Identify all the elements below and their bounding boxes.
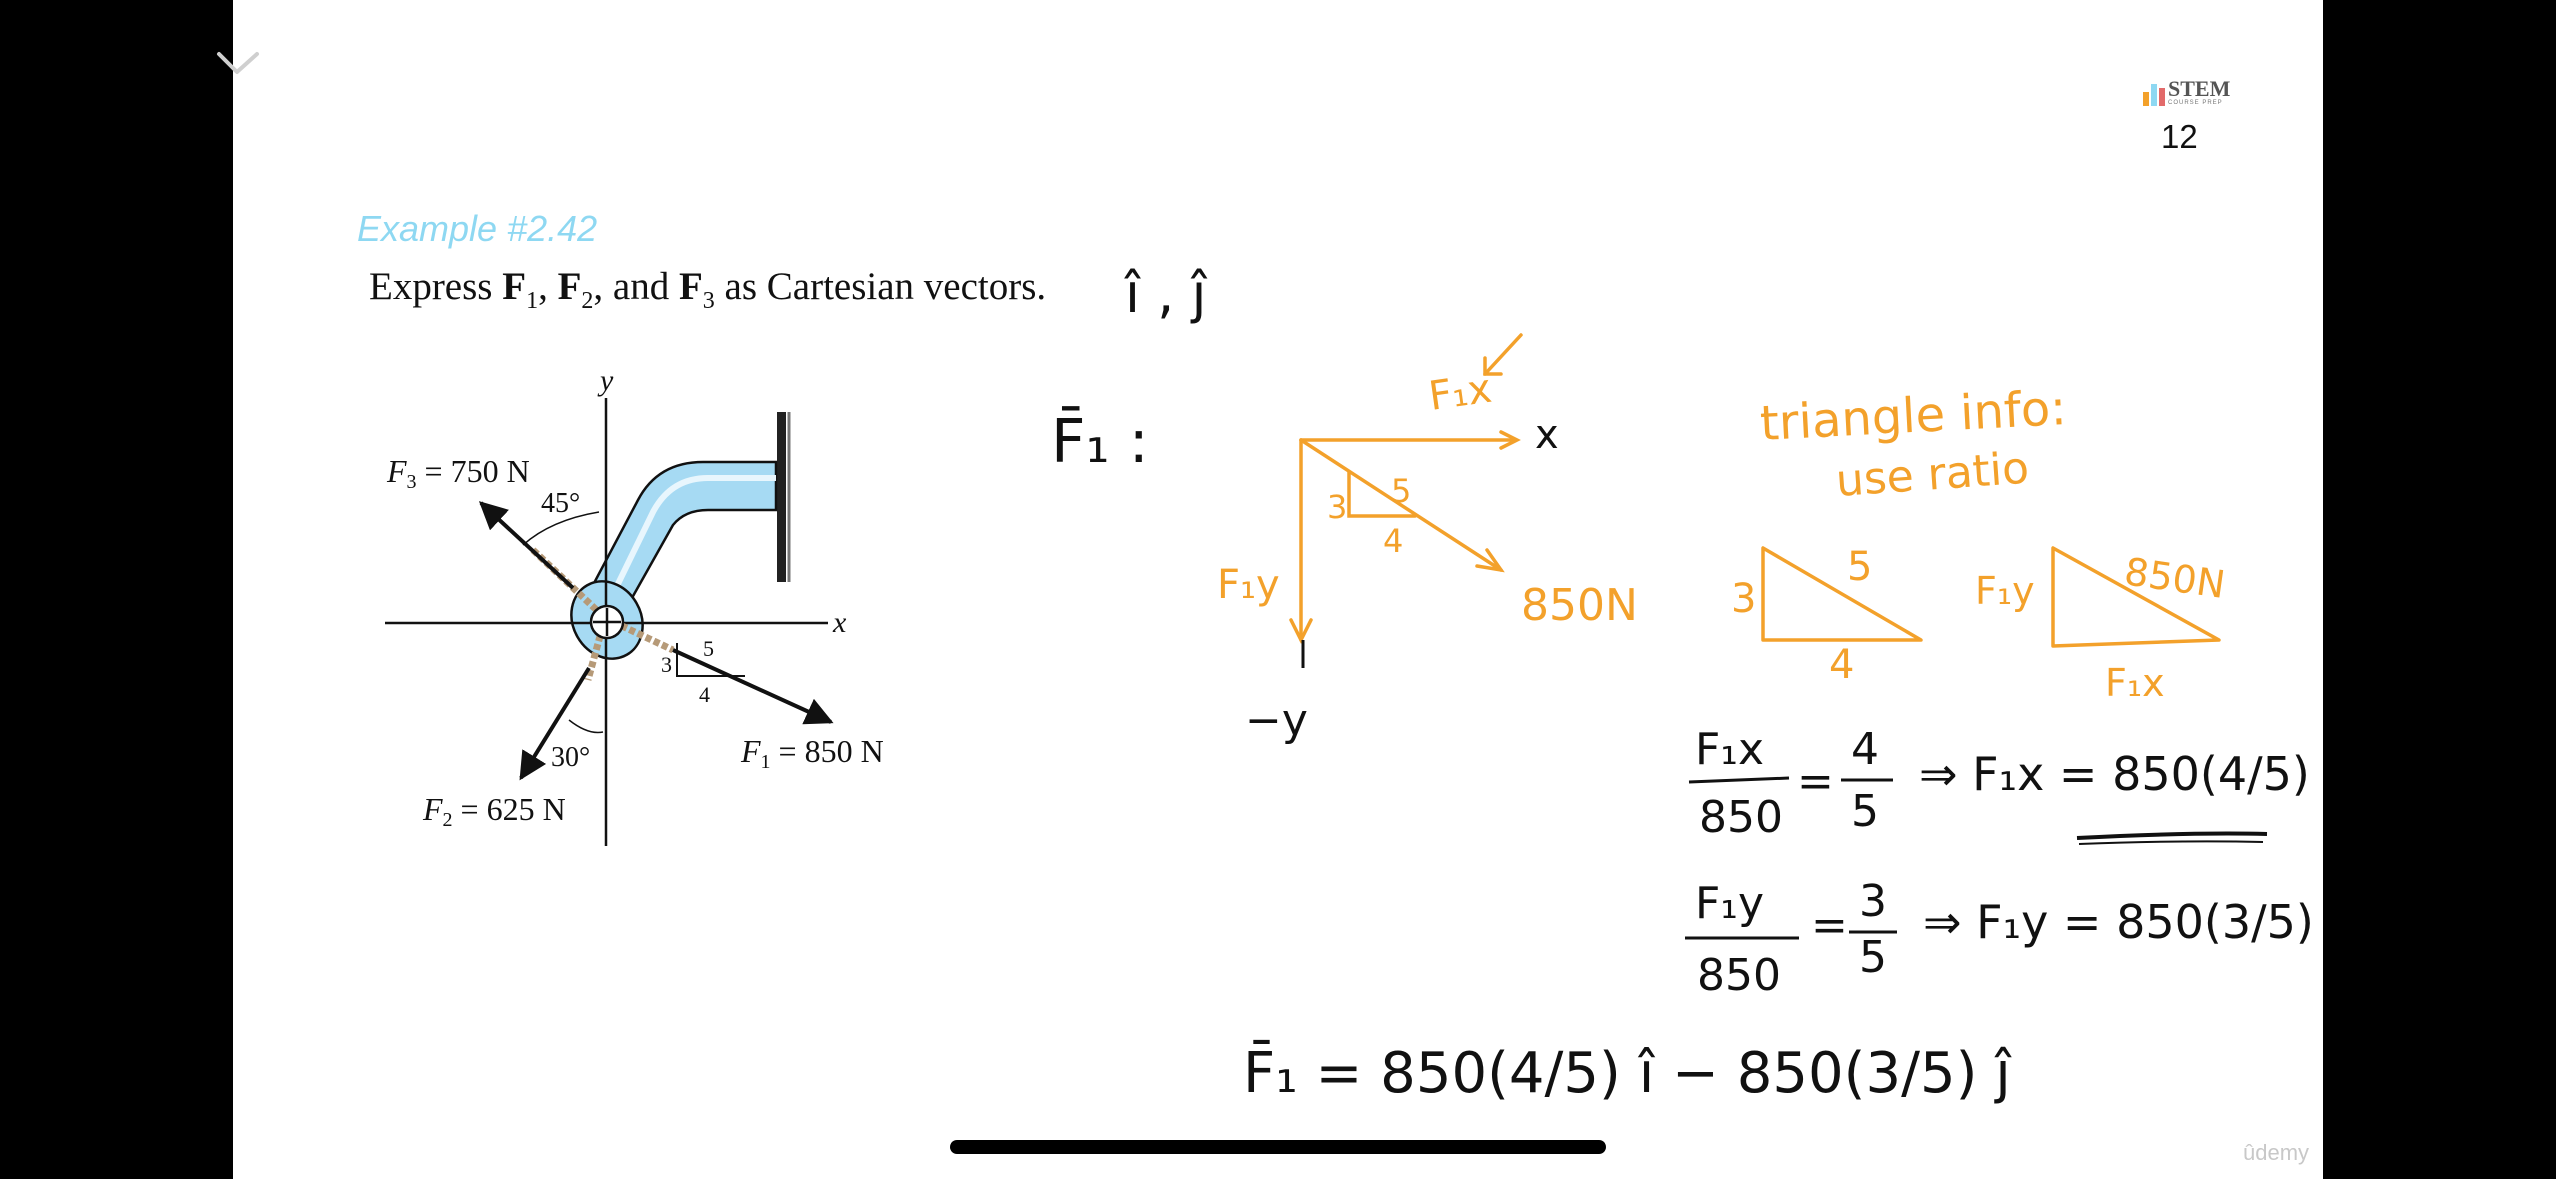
eq1-underline [2076,831,2268,840]
force-triangle [2051,546,2221,648]
angle-45-arc [522,511,600,546]
problem-and: , and [593,265,679,308]
fiy-note: F₁y [1217,562,1280,608]
force-tri-850-note: 850N [2122,549,2228,607]
ratio-triangle [1761,546,1923,642]
eq2-frac-den: 5 [1859,932,1887,983]
eq2-denominator: 850 [1697,950,1781,1001]
angle-30-arc [568,719,604,734]
problem-prefix: Express [369,265,503,308]
final-vector-equation: F̄₁ = 850(4/5) î − 850(3/5) ĵ [1243,1041,2012,1106]
fix-note: F₁x [1426,366,1495,420]
home-indicator[interactable] [950,1140,1606,1154]
component-diagram [1289,333,1523,644]
angle-30-label: 30° [551,742,590,773]
triangle-5-label: 5 [703,636,714,661]
problem-f1: F [502,265,527,308]
force-tri-fiy-note: F₁y [1975,569,2035,613]
f2-label: F2 = 625 N [422,791,566,831]
eq1-frac-den: 5 [1851,786,1879,837]
eq2-result: ⇒ F₁y = 850(3/5) [1923,895,2314,949]
logo-bars-icon [2143,84,2165,106]
angle-45-label: 45° [541,488,580,519]
stem-logo: STEM COURSE PREP [2143,78,2230,106]
wall-plate [777,412,786,582]
triangle-4-label: 4 [699,682,710,707]
problem-f1-sub: 1 [526,287,539,314]
f1-heading-note: F̄₁ : [1051,405,1149,477]
y-axis-label: y [597,364,614,397]
use-ratio-note: use ratio [1834,443,2030,507]
eq1-result: ⇒ F₁x = 850(4/5) [1919,747,2310,801]
force-figure: y x F3 = 750 N F2 = 625 N F1 = 850 N 45°… [385,364,884,846]
udemy-watermark: ûdemy [2243,1140,2310,1165]
eq1-equals: = [1797,756,1834,807]
equation-fy: F₁y 850 = 3 5 ⇒ F₁y = 850(3/5) [1685,876,2314,1001]
f2-arrow [519,666,591,781]
f1-arrow [672,648,834,725]
side-3-note: 3 [1327,488,1347,526]
slide-drawing: y x F3 = 750 N F2 = 625 N F1 = 850 N 45°… [385,262,2314,1106]
pipe-highlight [612,475,776,592]
chevron-down-icon[interactable] [213,48,263,78]
f3-label: F3 = 750 N [386,453,530,493]
problem-f2: F [557,265,582,308]
ratio-5-note: 5 [1847,544,1872,590]
example-title: Example #2.42 [357,208,598,249]
problem-statement: Express F1, F2, and F3 as Cartesian vect… [369,264,1046,315]
ratio-4-note: 4 [1829,642,1854,688]
side-4-note: 4 [1383,522,1403,560]
ratio-3-note: 3 [1731,576,1756,622]
side-5-note: 5 [1391,472,1411,510]
page-number: 12 [2161,118,2198,155]
eq2-numerator: F₁y [1695,878,1764,929]
x-note: x [1535,412,1559,458]
problem-f3-sub: 3 [702,287,715,314]
problem-comma: , [538,265,558,308]
problem-suffix: as Cartesian vectors. [714,265,1047,308]
neg-y-note: −y [1245,695,1308,746]
problem-f2-sub: 2 [581,287,594,314]
triangle-info-note: triangle info: [1759,380,2068,452]
eq2-frac-num: 3 [1859,876,1887,927]
triangle-3-label: 3 [661,652,672,677]
eq1-denominator: 850 [1699,792,1783,843]
x-axis-label: x [832,606,847,639]
eq1-frac-num: 4 [1851,724,1879,775]
logo-text: STEM [2168,76,2231,101]
slide: STEM COURSE PREP 12 Example #2.42 Expres… [233,0,2323,1179]
eq2-equals: = [1811,900,1848,951]
f3-arrow [478,501,575,590]
n850-note: 850N [1521,580,1638,631]
handwritten-notes: î , ĵ F̄₁ : F₁x x F₁y −y 850N 3 4 [1051,262,2314,1106]
eq1-numerator: F₁x [1695,724,1764,775]
equation-fx: F₁x 850 = 4 5 ⇒ F₁x = 850(4/5) [1688,724,2310,845]
f1-label: F1 = 850 N [740,733,884,773]
unit-vectors-note: î , ĵ [1124,262,1207,325]
force-tri-fix-note: F₁x [2105,661,2165,705]
slope-triangle [676,643,745,677]
problem-f3: F [678,265,703,308]
logo-subtext: COURSE PREP [2168,100,2223,106]
